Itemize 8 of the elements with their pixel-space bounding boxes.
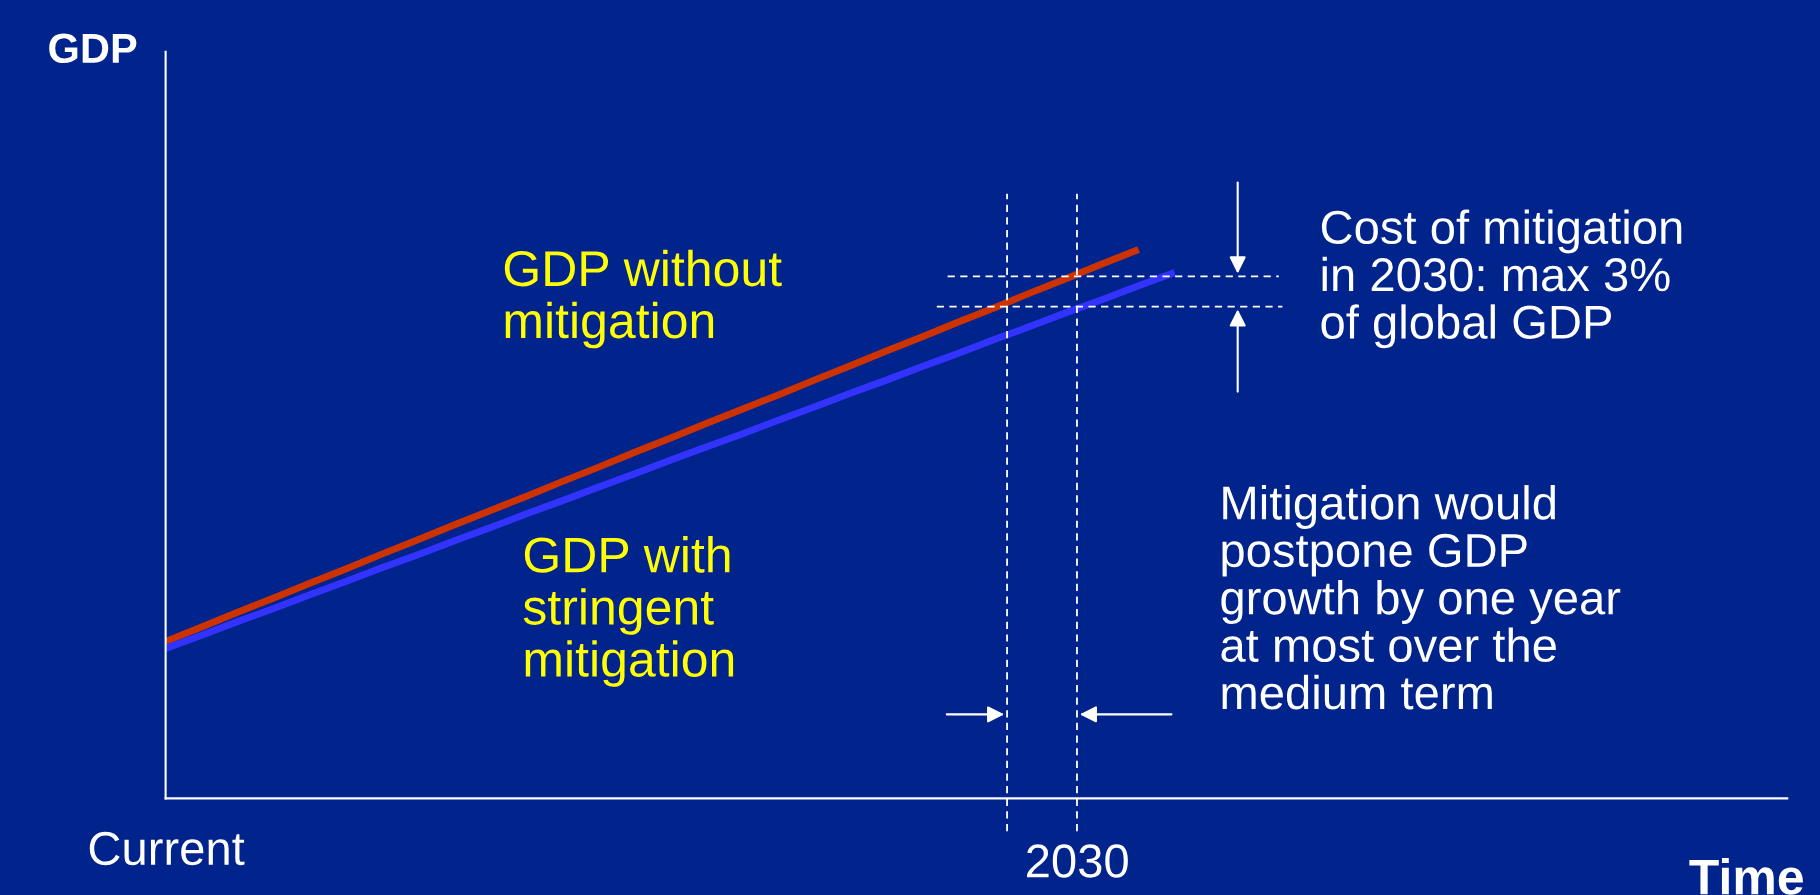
annotation: Cost of mitigation in 2030: max 3% of global GDP bbox=[1321, 209, 1682, 349]
y-axis-title: GDP bbox=[49, 33, 137, 64]
text: Current bbox=[89, 831, 245, 866]
annotation: Mitigation would postpone GDP growth by one year at most over the medium term bbox=[1221, 485, 1621, 710]
series-label: GDP with stringent mitigation bbox=[523, 536, 734, 687]
series-label: GDP without mitigation bbox=[504, 249, 782, 349]
x-axis-title: Time bbox=[1689, 858, 1803, 895]
text: 2030 bbox=[1027, 844, 1128, 878]
